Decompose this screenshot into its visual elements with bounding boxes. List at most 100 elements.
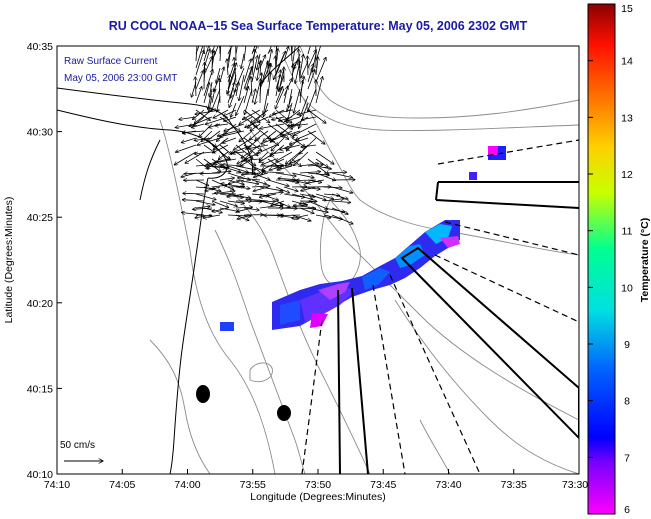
colorbar-label: Temperature (°C) <box>639 218 651 303</box>
colorbar-tick-label: 12 <box>621 169 633 181</box>
current-vector <box>331 172 353 178</box>
current-vector <box>219 200 237 206</box>
current-vector <box>260 123 285 129</box>
x-tick-label: 73:45 <box>370 479 396 491</box>
current-vector <box>331 201 351 203</box>
current-vector <box>251 186 270 187</box>
current-vector <box>315 165 332 169</box>
current-vector <box>219 178 234 180</box>
current-vector <box>251 179 267 184</box>
current-vector <box>315 151 334 164</box>
current-vector <box>227 165 249 173</box>
current-vector <box>263 102 269 117</box>
current-vector <box>285 151 301 164</box>
current-vector <box>251 50 255 76</box>
current-vector <box>267 72 271 97</box>
current-vector <box>181 213 205 216</box>
current-vector <box>259 186 282 191</box>
current-vector <box>251 109 270 123</box>
current-vector <box>282 130 301 137</box>
current-vector <box>239 130 253 142</box>
current-vector <box>301 116 317 120</box>
current-vector <box>203 56 213 76</box>
current-vector <box>291 193 313 199</box>
current-vector <box>211 89 215 104</box>
current-vector <box>251 89 256 104</box>
x-tick-label: 73:50 <box>305 479 331 491</box>
current-vector <box>263 88 269 114</box>
current-vector <box>271 200 285 206</box>
current-vector <box>262 158 285 170</box>
current-vector <box>203 46 209 62</box>
current-vector <box>243 116 257 127</box>
current-vector <box>244 88 253 115</box>
current-vector <box>235 144 253 158</box>
current-vector <box>224 123 245 131</box>
x-tick-label: 73:30 <box>562 479 588 491</box>
current-vector <box>216 67 221 83</box>
current-vector <box>195 193 216 200</box>
current-vector <box>193 208 213 209</box>
current-vector <box>296 180 317 181</box>
current-vector <box>222 137 237 143</box>
current-vector <box>299 102 309 129</box>
current-vector <box>194 137 213 141</box>
y-tick-label: 40:30 <box>27 127 53 139</box>
current-vector <box>239 116 253 125</box>
current-vector <box>235 165 256 170</box>
current-vector <box>229 88 237 108</box>
current-vector <box>260 79 261 104</box>
current-vector <box>223 109 237 116</box>
current-vector <box>283 86 288 104</box>
current-vector <box>285 144 301 149</box>
current-vector <box>315 214 331 218</box>
current-vector <box>232 152 245 153</box>
current-vector <box>263 130 277 141</box>
current-vector <box>275 186 290 193</box>
current-vector <box>307 56 308 76</box>
current-vector <box>331 207 348 214</box>
buoy-marker <box>277 405 291 421</box>
current-vector <box>203 214 221 218</box>
current-vector <box>203 158 221 172</box>
current-vector <box>203 83 210 104</box>
current-vector <box>315 172 336 181</box>
current-vector <box>211 171 231 173</box>
x-axis-label: Longitude (Degrees:Minutes) <box>250 491 385 503</box>
current-vector <box>267 137 279 145</box>
annotation-line1: Raw Surface Current <box>64 56 158 67</box>
current-vector <box>273 53 285 80</box>
current-vector <box>253 186 269 191</box>
current-vector <box>284 116 301 122</box>
current-vector <box>234 67 245 92</box>
current-vector <box>257 144 277 154</box>
current-vector <box>219 151 231 160</box>
current-vector <box>205 186 221 191</box>
current-vector <box>315 193 334 199</box>
current-vector <box>273 109 293 114</box>
current-vector <box>301 60 309 78</box>
x-tick-label: 74:10 <box>44 479 70 491</box>
current-vector <box>228 75 230 97</box>
current-vector <box>227 46 232 69</box>
current-vector <box>294 151 309 166</box>
current-vector <box>195 151 213 154</box>
y-axis-label: Latitude (Degrees:Minutes) <box>3 197 15 324</box>
current-vector <box>275 51 286 76</box>
current-vector <box>195 200 215 205</box>
current-vector <box>241 173 261 175</box>
current-vector <box>244 159 261 160</box>
current-vector <box>235 172 255 173</box>
y-tick-label: 40:15 <box>27 383 53 395</box>
current-vector <box>307 46 311 55</box>
plot-area <box>57 46 579 474</box>
current-vector <box>243 109 260 123</box>
current-vector <box>250 123 261 131</box>
x-tick-label: 73:55 <box>240 479 266 491</box>
current-vector <box>235 187 250 189</box>
current-vector <box>267 179 289 186</box>
current-vector <box>243 59 251 83</box>
y-tick-label: 40:35 <box>27 41 53 53</box>
current-vector <box>299 80 303 104</box>
